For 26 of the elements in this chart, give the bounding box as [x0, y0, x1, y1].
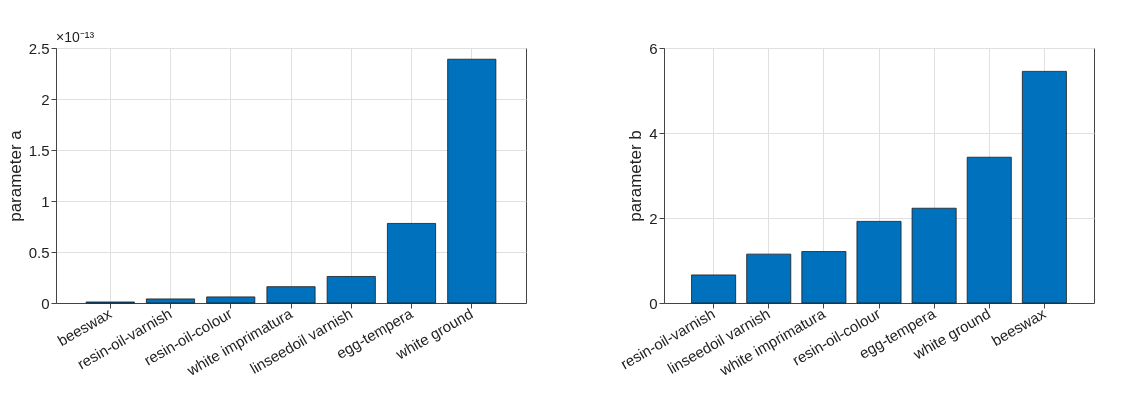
- y-tick-label: 6: [649, 39, 658, 57]
- bar: [447, 58, 497, 304]
- y-tick-label: 0.5: [28, 243, 50, 261]
- y-tick-label: 0: [649, 294, 658, 312]
- bar: [856, 221, 902, 304]
- bar: [966, 156, 1012, 304]
- y-axis-title: parameter a: [5, 129, 25, 222]
- bar: [691, 274, 737, 304]
- y-tick-label: 2.5: [28, 39, 50, 57]
- bar: [145, 298, 195, 304]
- bar: [387, 223, 437, 304]
- y-tick-label: 1.5: [28, 141, 50, 159]
- bar: [326, 276, 376, 304]
- bar: [801, 251, 847, 304]
- y-tick-label: 1: [41, 192, 50, 210]
- y-tick-label: 0: [41, 294, 50, 312]
- y-axis-title: parameter b: [626, 130, 646, 222]
- bar: [1021, 70, 1067, 304]
- text: ×10⁻¹³: [56, 29, 95, 45]
- bar: [266, 286, 316, 304]
- y-tick-label: 2: [41, 90, 50, 108]
- bar: [911, 207, 957, 304]
- y-tick-label: 4: [649, 124, 658, 142]
- bar: [746, 253, 792, 304]
- y-tick-label: 2: [649, 209, 658, 227]
- bar: [206, 296, 256, 304]
